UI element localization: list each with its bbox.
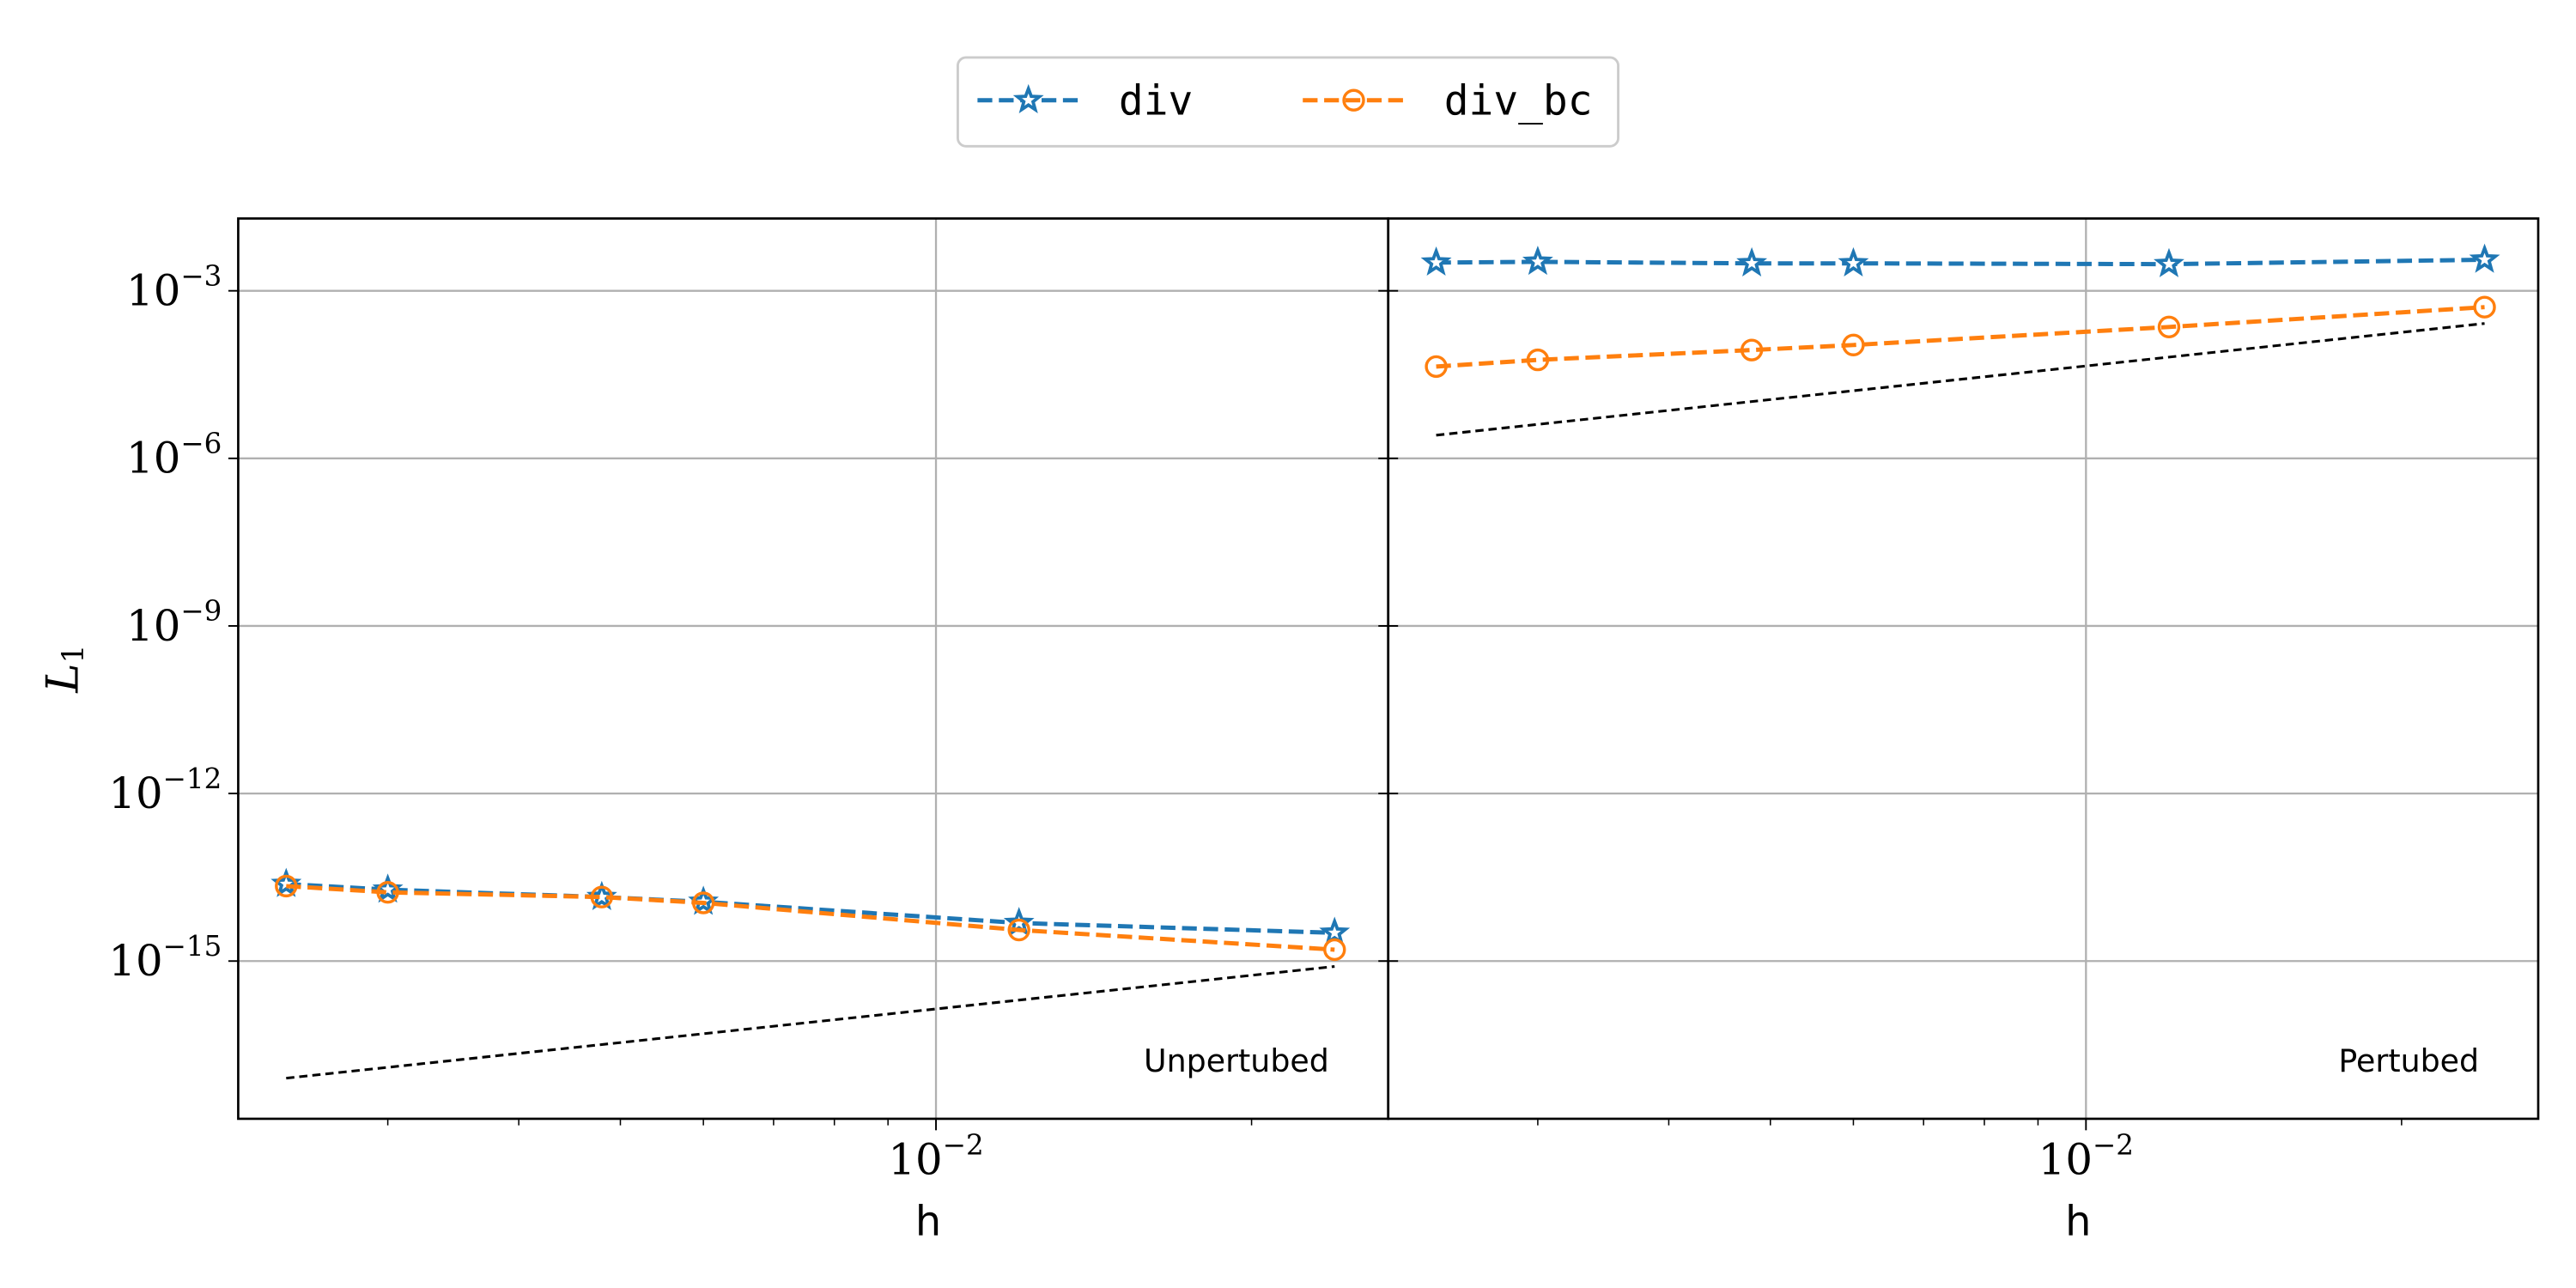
y-axis-label: L1 bbox=[37, 645, 91, 694]
marker-circle bbox=[1342, 88, 1365, 112]
marker-star bbox=[1420, 246, 1452, 276]
tick-label: 10−2 bbox=[888, 1128, 983, 1185]
marker-circle bbox=[590, 885, 614, 908]
tick-label: 10−9 bbox=[126, 594, 222, 651]
marker-star bbox=[1319, 916, 1351, 946]
marker-circle bbox=[376, 881, 399, 904]
plot-frame bbox=[1387, 217, 2540, 1121]
annotation: Pertubed bbox=[2338, 1042, 2479, 1079]
series-line bbox=[1436, 257, 2485, 267]
legend-label: div_bc bbox=[1444, 78, 1593, 125]
annotation: Unpertubed bbox=[1144, 1042, 1329, 1079]
marker-star bbox=[1736, 246, 1768, 276]
series-line bbox=[286, 881, 1335, 935]
tick-label: 10−6 bbox=[126, 427, 222, 483]
marker-star bbox=[1012, 83, 1044, 113]
marker-circle bbox=[275, 874, 298, 898]
marker-circle bbox=[2473, 295, 2496, 319]
marker-circle bbox=[1425, 355, 1448, 379]
marker-star bbox=[2469, 243, 2500, 273]
marker-star bbox=[1838, 246, 1869, 276]
marker-circle bbox=[691, 891, 715, 914]
tick-label: 10−12 bbox=[108, 762, 222, 818]
series-line bbox=[286, 884, 1335, 952]
reference-line bbox=[1436, 322, 2485, 437]
marker-circle bbox=[1526, 348, 1550, 372]
marker-circle bbox=[1007, 918, 1030, 942]
plot-frame bbox=[237, 217, 1390, 1121]
tick-label: 10−3 bbox=[126, 259, 222, 316]
tick-label: 10−15 bbox=[108, 929, 222, 986]
x-axis-label: h bbox=[915, 1198, 941, 1245]
legend-label: div bbox=[1119, 78, 1193, 125]
marker-circle bbox=[2157, 315, 2181, 339]
marker-circle bbox=[1842, 333, 1865, 357]
series-line bbox=[1436, 305, 2485, 369]
reference-line bbox=[286, 965, 1335, 1080]
marker-circle bbox=[1323, 938, 1346, 962]
x-axis-label: h bbox=[2065, 1198, 2091, 1245]
marker-star bbox=[2154, 247, 2184, 277]
legend-box bbox=[956, 56, 1620, 148]
tick-label: 10−2 bbox=[2038, 1128, 2134, 1185]
marker-circle bbox=[1740, 338, 1764, 361]
marker-star bbox=[1522, 246, 1553, 276]
marker-star bbox=[1003, 907, 1035, 937]
